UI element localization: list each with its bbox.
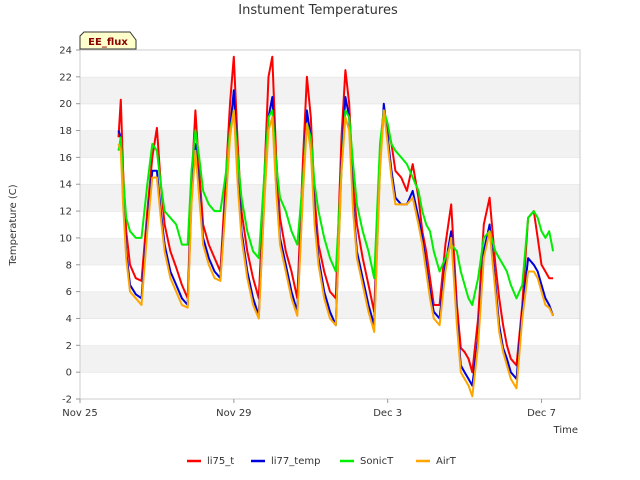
series-lines bbox=[117, 55, 555, 398]
grid-bands bbox=[80, 49, 580, 399]
plot-frame bbox=[79, 49, 581, 400]
y-tick-label: 4 bbox=[66, 314, 72, 325]
x-tick-label: Dec 7 bbox=[527, 408, 556, 419]
series-line-sonict bbox=[117, 109, 555, 306]
y-axis-title: Temperature (C) bbox=[8, 184, 19, 266]
x-axis-title: Time bbox=[553, 425, 578, 436]
y-tick-label: 16 bbox=[59, 153, 72, 164]
x-tick-label: Nov 29 bbox=[216, 408, 251, 419]
legend-label: li75_t bbox=[207, 456, 234, 467]
grid-band bbox=[80, 211, 580, 238]
grid-band bbox=[80, 157, 580, 185]
y-tick-label: 2 bbox=[66, 341, 72, 352]
y-tick-label: -2 bbox=[62, 395, 72, 406]
x-tick-label: Nov 25 bbox=[62, 408, 97, 419]
y-tick-label: 22 bbox=[59, 72, 72, 83]
y-tick-label: 0 bbox=[66, 368, 72, 379]
y-tick-label: 14 bbox=[59, 180, 72, 191]
grid-band bbox=[80, 372, 580, 399]
grid-band bbox=[80, 318, 580, 346]
ee-flux-badge: EE_flux bbox=[79, 31, 137, 50]
legend-label: li77_temp bbox=[271, 456, 320, 467]
badge-label: EE_flux bbox=[88, 37, 128, 48]
legend-label: AirT bbox=[436, 456, 457, 467]
y-tick-label: 12 bbox=[59, 207, 72, 218]
grid-band bbox=[80, 50, 580, 77]
grid-band bbox=[80, 103, 580, 131]
series-line-airt bbox=[117, 109, 555, 398]
y-tick-label: 10 bbox=[59, 233, 72, 244]
chart-title: Instument Temperatures bbox=[238, 3, 398, 18]
x-tick-label: Dec 3 bbox=[373, 408, 402, 419]
y-tick-label: 18 bbox=[59, 126, 72, 137]
grid-band bbox=[80, 130, 580, 158]
y-tick-label: 20 bbox=[59, 99, 72, 110]
legend-label: SonicT bbox=[360, 456, 394, 467]
y-tick-label: 6 bbox=[66, 287, 72, 298]
badge-box bbox=[79, 31, 137, 50]
grid-band bbox=[80, 184, 580, 212]
grid-band bbox=[80, 237, 580, 265]
legend: li75_t li77_temp SonicT AirT bbox=[187, 456, 457, 467]
y-tick-label: 24 bbox=[59, 46, 72, 57]
grid-band bbox=[80, 76, 580, 104]
grid-band bbox=[80, 291, 580, 319]
grid-band bbox=[80, 345, 580, 373]
y-tick-label: 8 bbox=[66, 260, 72, 271]
x-axis: Nov 25 Nov 29 Dec 3 Dec 7 bbox=[62, 399, 556, 419]
